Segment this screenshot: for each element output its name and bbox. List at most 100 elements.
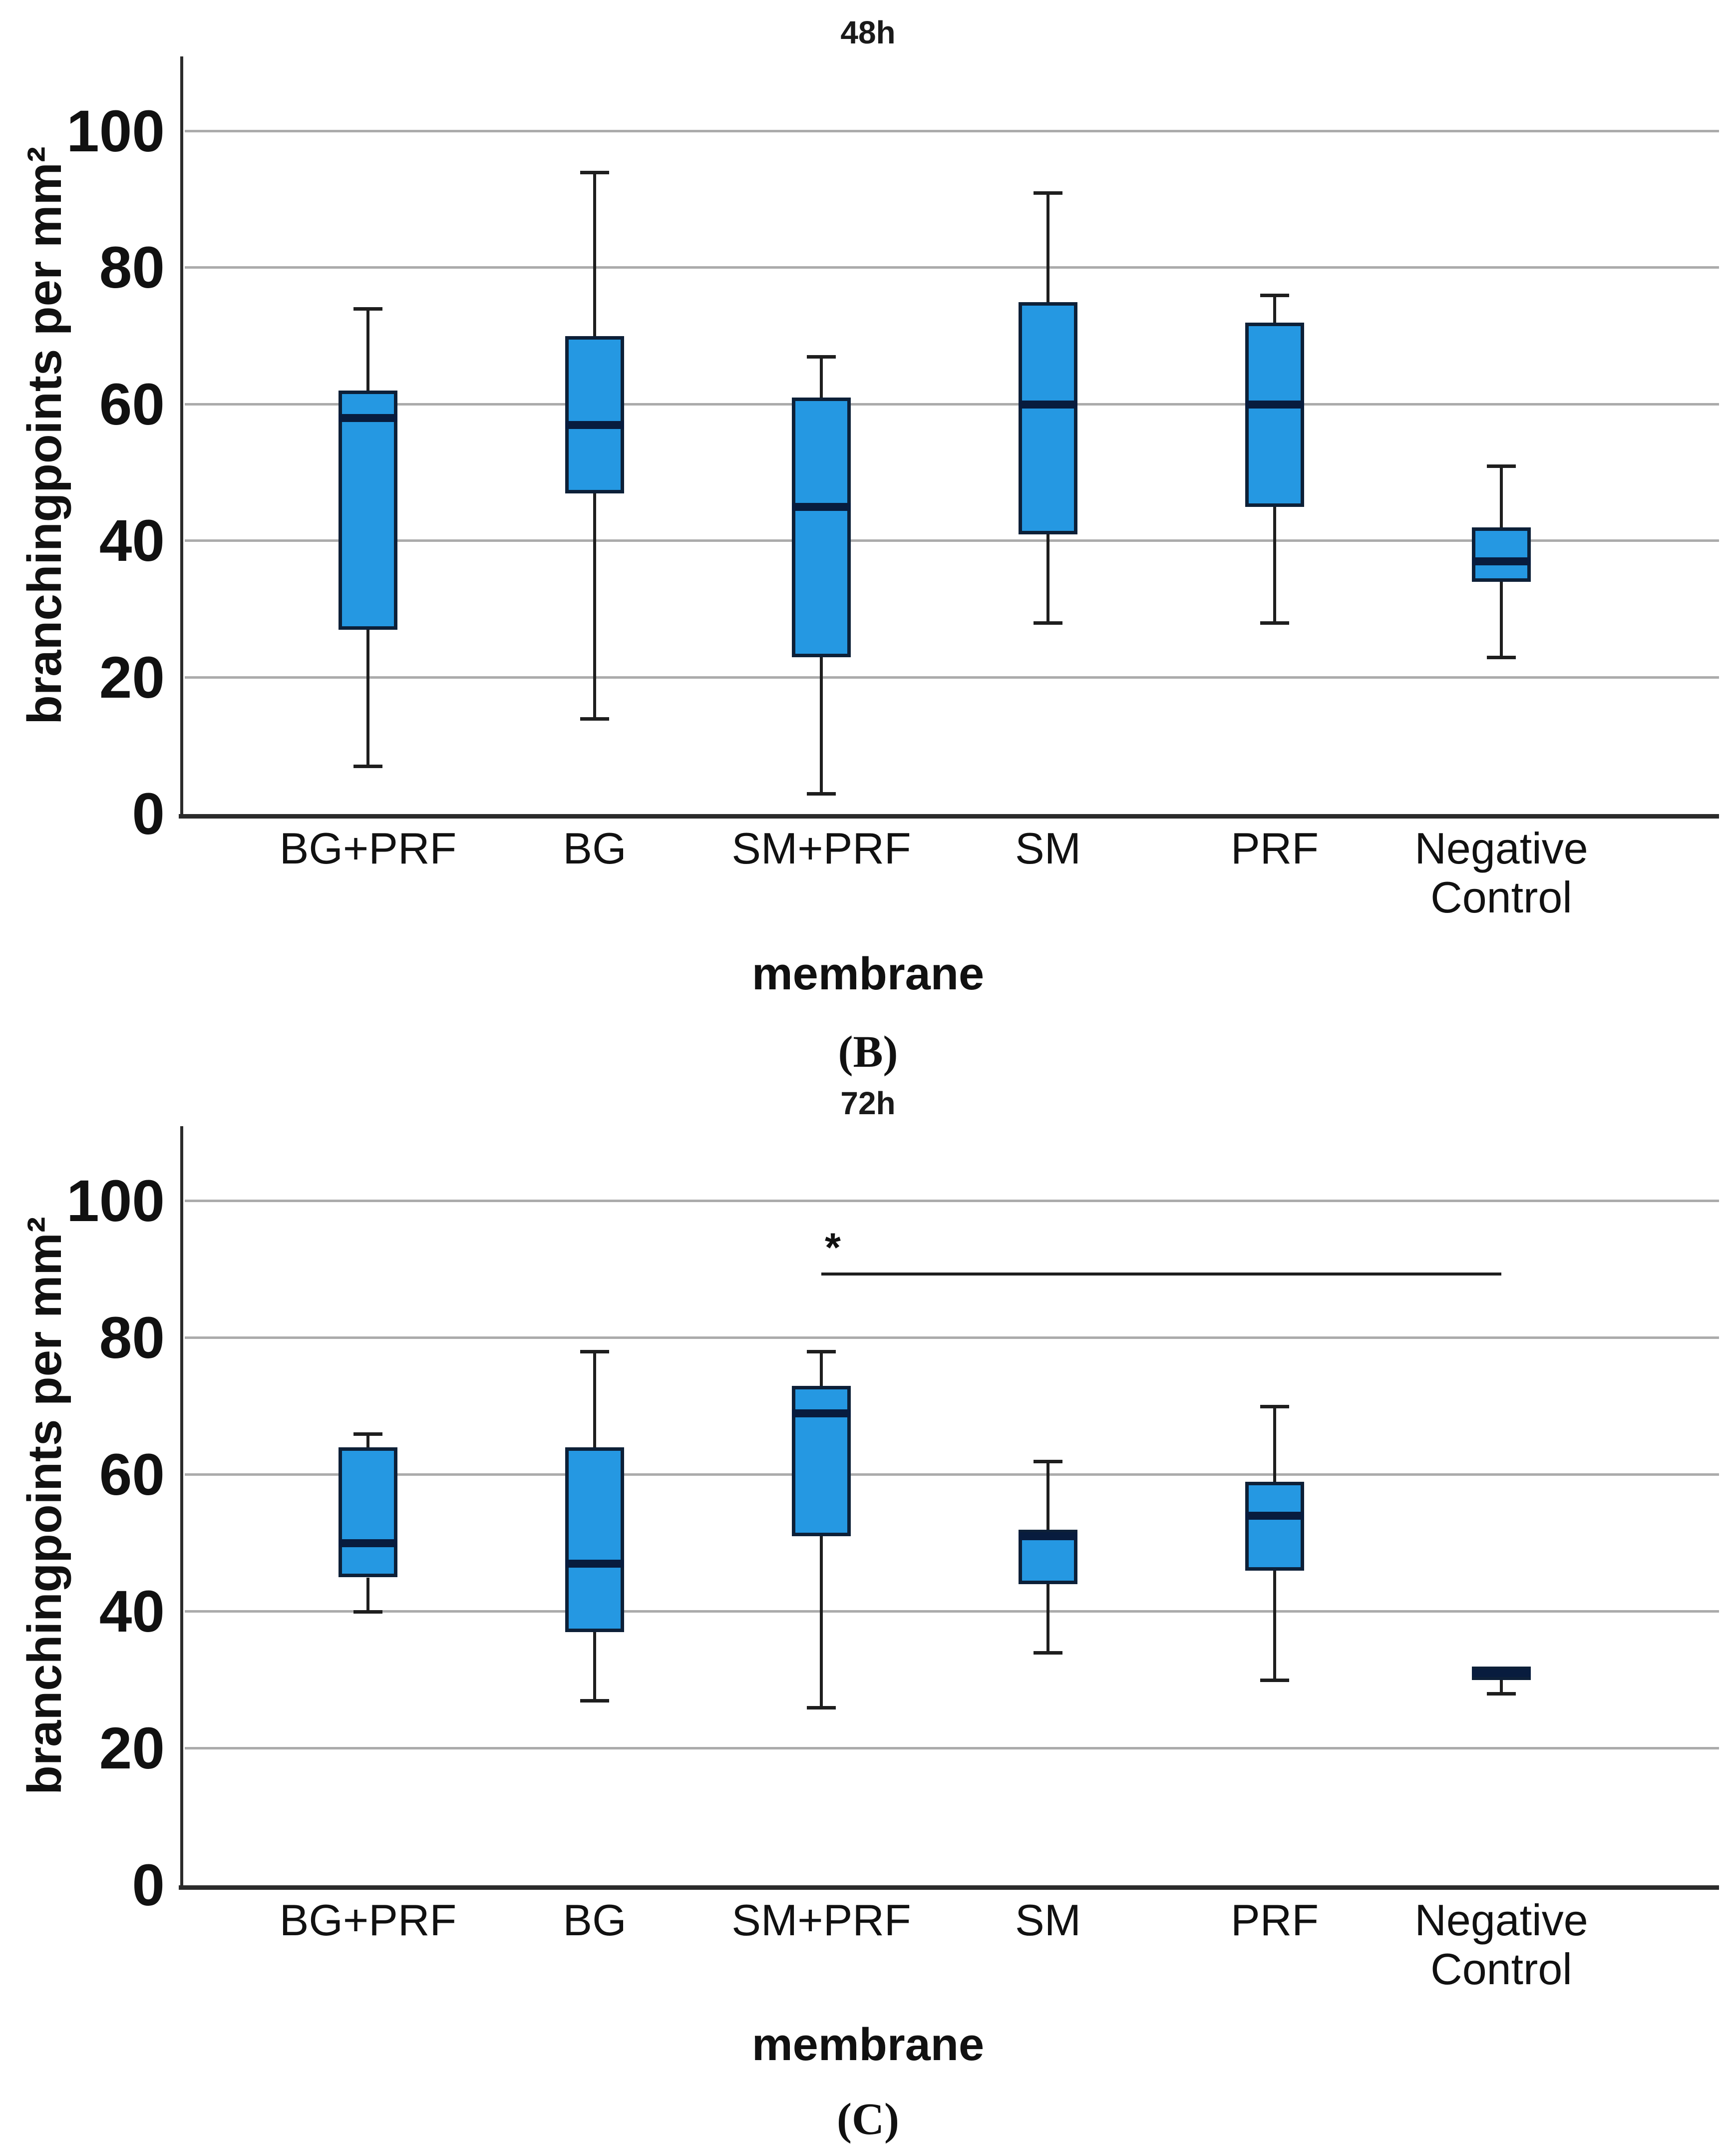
y-tick-label-100: 100 — [66, 98, 165, 164]
significance-asterisk: * — [825, 1225, 841, 1271]
upper-whisker-cap-prf — [1260, 294, 1289, 298]
lower-whisker-cap-bg — [580, 1699, 609, 1703]
median-line-sm-prf — [792, 502, 851, 511]
y-tick-label-80: 80 — [99, 235, 165, 301]
median-line-bg — [565, 1560, 624, 1568]
upper-whisker-cap-prf — [1260, 1405, 1289, 1408]
gridline-40 — [185, 539, 1719, 542]
x-axis-line — [179, 1885, 1719, 1890]
box-sm — [1019, 302, 1077, 534]
y-tick-label-60: 60 — [99, 1442, 165, 1508]
gridline-60 — [185, 403, 1719, 406]
significance-bar — [821, 1273, 1501, 1276]
lower-whisker-cap-bg — [580, 717, 609, 721]
upper-whisker-stem-sm-prf — [820, 357, 823, 398]
upper-whisker-cap-bg — [580, 171, 609, 175]
y-tick-label-80: 80 — [99, 1305, 165, 1371]
panel-caption-c: (C) — [837, 2095, 899, 2144]
median-line-sm — [1019, 400, 1077, 409]
upper-whisker-cap-bg — [580, 1350, 609, 1354]
y-tick-label-20: 20 — [99, 1716, 165, 1781]
upper-whisker-stem-sm — [1046, 1461, 1049, 1530]
category-label-sm: SM — [1015, 824, 1081, 873]
gridline-80 — [185, 1336, 1719, 1339]
median-line-bg-prf — [339, 1539, 397, 1547]
lower-whisker-stem-prf — [1273, 506, 1276, 623]
category-label-prf: PRF — [1231, 1895, 1319, 1945]
upper-whisker-cap-sm — [1034, 191, 1062, 195]
median-line-sm-prf — [792, 1409, 851, 1417]
lower-whisker-stem-negative-control — [1500, 1680, 1503, 1694]
y-tick-label-20: 20 — [99, 644, 165, 711]
category-label-bg: BG — [563, 824, 627, 873]
upper-whisker-stem-bg — [593, 1351, 596, 1448]
lower-whisker-stem-sm-prf — [820, 657, 823, 794]
upper-whisker-stem-prf — [1273, 295, 1276, 323]
lower-whisker-cap-sm — [1034, 621, 1062, 625]
y-axis-line — [180, 56, 183, 814]
x-axis-label-72h: membrane — [751, 2019, 985, 2070]
category-label-negative-control: Negative Control — [1414, 824, 1588, 922]
category-label-sm: SM — [1015, 1895, 1081, 1945]
median-line-negative-control — [1472, 1669, 1531, 1678]
lower-whisker-cap-sm-prf — [807, 792, 836, 796]
lower-whisker-cap-sm — [1034, 1651, 1062, 1655]
gridline-100 — [185, 1200, 1719, 1202]
box-negative-control — [1472, 527, 1531, 582]
category-label-bg: BG — [563, 1895, 627, 1945]
upper-whisker-stem-prf — [1273, 1406, 1276, 1482]
box-bg-prf — [339, 391, 397, 630]
upper-whisker-cap-bg-prf — [353, 1432, 382, 1436]
median-line-bg — [565, 421, 624, 429]
median-line-prf — [1245, 400, 1304, 409]
y-tick-label-0: 0 — [132, 1852, 165, 1918]
lower-whisker-stem-bg — [593, 1632, 596, 1701]
category-label-sm-prf: SM+PRF — [731, 1895, 911, 1945]
upper-whisker-cap-negative-control — [1487, 464, 1516, 468]
box-sm-prf — [792, 1385, 851, 1537]
median-line-negative-control — [1472, 557, 1531, 566]
lower-whisker-cap-bg-prf — [353, 1610, 382, 1614]
lower-whisker-stem-bg-prf — [366, 1577, 369, 1612]
upper-whisker-cap-sm-prf — [807, 355, 836, 359]
upper-whisker-stem-negative-control — [1500, 465, 1503, 527]
lower-whisker-stem-bg — [593, 493, 596, 719]
gridline-80 — [185, 266, 1719, 269]
category-label-bg-prf: BG+PRF — [279, 1895, 457, 1945]
chart-title-72h: 72h — [840, 1085, 896, 1121]
lower-whisker-cap-negative-control — [1487, 1692, 1516, 1696]
lower-whisker-cap-prf — [1260, 621, 1289, 625]
gridline-40 — [185, 1610, 1719, 1613]
lower-whisker-stem-sm-prf — [820, 1536, 823, 1708]
lower-whisker-stem-prf — [1273, 1570, 1276, 1680]
box-bg-prf — [339, 1447, 397, 1578]
lower-whisker-cap-sm-prf — [807, 1706, 836, 1710]
x-axis-label-48h: membrane — [751, 948, 985, 999]
panel-caption-b: (B) — [838, 1027, 898, 1077]
box-prf — [1245, 1481, 1304, 1571]
gridline-60 — [185, 1473, 1719, 1476]
category-label-bg-prf: BG+PRF — [279, 824, 457, 873]
upper-whisker-cap-sm — [1034, 1459, 1062, 1463]
upper-whisker-cap-sm-prf — [807, 1350, 836, 1354]
lower-whisker-cap-negative-control — [1487, 655, 1516, 659]
median-line-prf — [1245, 1512, 1304, 1520]
y-tick-label-0: 0 — [132, 781, 165, 847]
chart-title-48h: 48h — [840, 14, 896, 50]
y-tick-label-100: 100 — [66, 1168, 165, 1234]
upper-whisker-stem-bg — [593, 172, 596, 337]
y-tick-label-40: 40 — [99, 1579, 165, 1645]
gridline-100 — [185, 130, 1719, 132]
median-line-sm — [1019, 1532, 1077, 1541]
box-sm-prf — [792, 398, 851, 657]
upper-whisker-stem-sm-prf — [820, 1351, 823, 1386]
upper-whisker-stem-bg-prf — [366, 1433, 369, 1448]
upper-whisker-stem-bg-prf — [366, 309, 369, 391]
box-bg — [565, 1447, 624, 1633]
lower-whisker-cap-bg-prf — [353, 765, 382, 769]
category-label-negative-control: Negative Control — [1414, 1895, 1588, 1994]
category-label-prf: PRF — [1231, 824, 1319, 873]
upper-whisker-cap-bg-prf — [353, 307, 382, 311]
